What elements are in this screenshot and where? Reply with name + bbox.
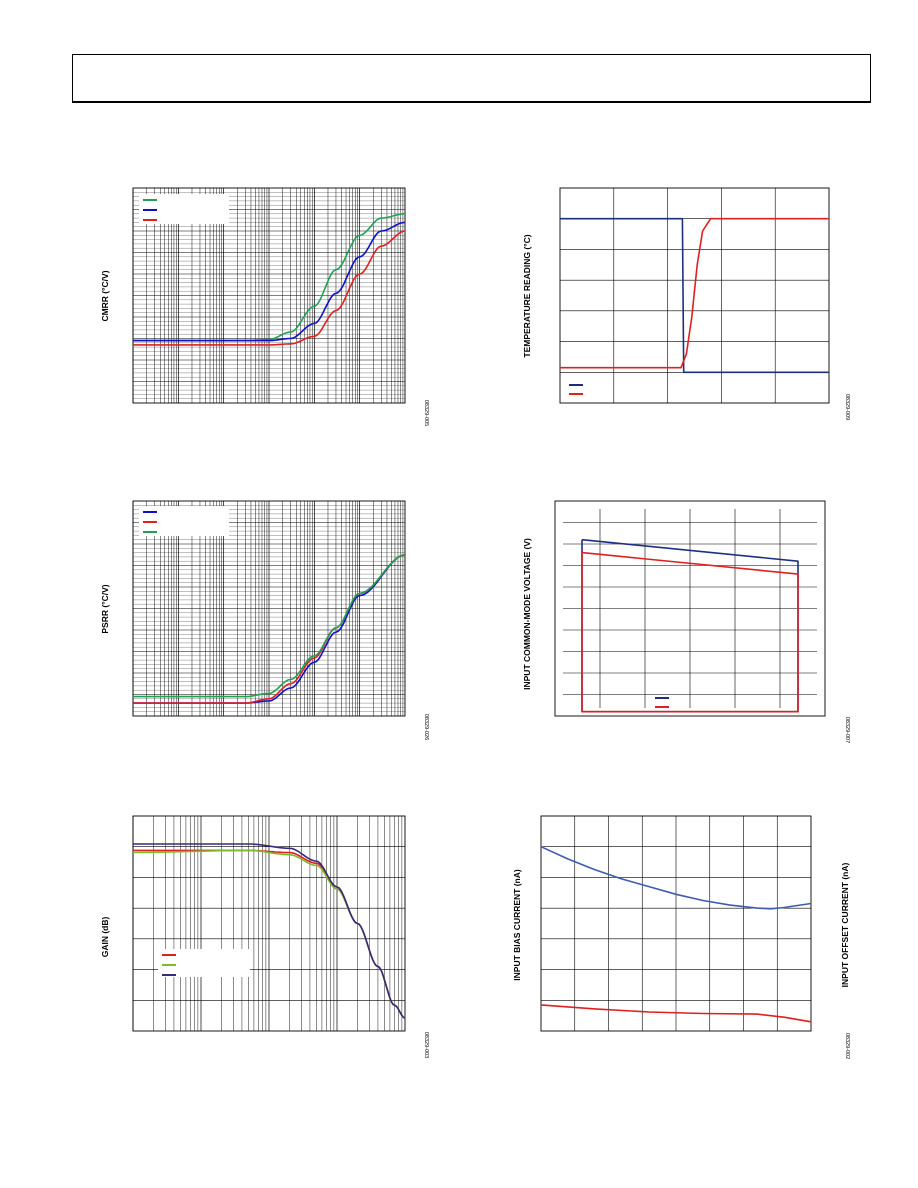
- gain-y-axis-label: GAIN (dB): [100, 917, 110, 958]
- gain-series-3-line: [133, 843, 406, 1019]
- icmv-plot-frame: [554, 500, 826, 717]
- bias-series-2-line: [540, 1004, 812, 1023]
- gain-legend-box: [158, 949, 250, 977]
- gain-grid: [132, 816, 405, 1031]
- temperature-figure-id: 08329-009: [844, 394, 850, 420]
- bias-plot-frame: [540, 815, 812, 1032]
- bias-series-1-line: [540, 845, 812, 910]
- common-mode-figure-id: 08329-007: [844, 717, 850, 743]
- temp-series-2-line: [560, 217, 829, 369]
- icmv-grid: [563, 509, 817, 708]
- bias-y-axis-label: INPUT BIAS CURRENT (nA): [512, 869, 522, 981]
- psrr-grid: [132, 501, 405, 716]
- cmrr-series-3-line: [133, 230, 406, 346]
- bias-current-chart: INPUT BIAS CURRENT (nA) INPUT OFFSET CUR…: [512, 815, 850, 1059]
- temperature-chart: TEMPERATURE READING (°C) 08329-009: [522, 187, 850, 420]
- temp-series-1-line: [560, 217, 829, 374]
- psrr-chart: PSRR (°C/V) 08329-026: [100, 500, 429, 740]
- bias-grid: [541, 816, 811, 1031]
- temp-plot-frame: [559, 187, 830, 404]
- common-mode-voltage-chart: INPUT COMMON-MODE VOLTAGE (V) 08329-007: [522, 500, 850, 743]
- page-header-box: [72, 54, 871, 103]
- psrr-plot-frame: [132, 500, 406, 717]
- cmrr-plot-frame: [132, 187, 406, 404]
- cmrr-chart: CMRR (°C/V) 08329-005: [100, 187, 429, 426]
- offset-y2-axis-label: INPUT OFFSET CURRENT (nA): [840, 863, 850, 988]
- cmrr-figure-id: 08329-005: [423, 400, 429, 426]
- cmrr-y-axis-label: CMRR (°C/V): [100, 270, 110, 321]
- cmrr-series-2-line: [133, 221, 406, 342]
- temperature-y-axis-label: TEMPERATURE READING (°C): [522, 234, 532, 357]
- psrr-y-axis-label: PSRR (°C/V): [100, 584, 110, 633]
- psrr-series-3-line: [133, 554, 406, 698]
- common-mode-y-axis-label: INPUT COMMON-MODE VOLTAGE (V): [522, 538, 532, 690]
- gain-chart: GAIN (dB) 08329-003: [100, 815, 429, 1058]
- gain-figure-id: 08329-003: [423, 1032, 429, 1058]
- gain-plot-frame: [132, 815, 406, 1032]
- bias-figure-id: 08329-002: [844, 1033, 850, 1059]
- icmv-series-2-line: [581, 551, 799, 713]
- psrr-figure-id: 08329-026: [423, 714, 429, 740]
